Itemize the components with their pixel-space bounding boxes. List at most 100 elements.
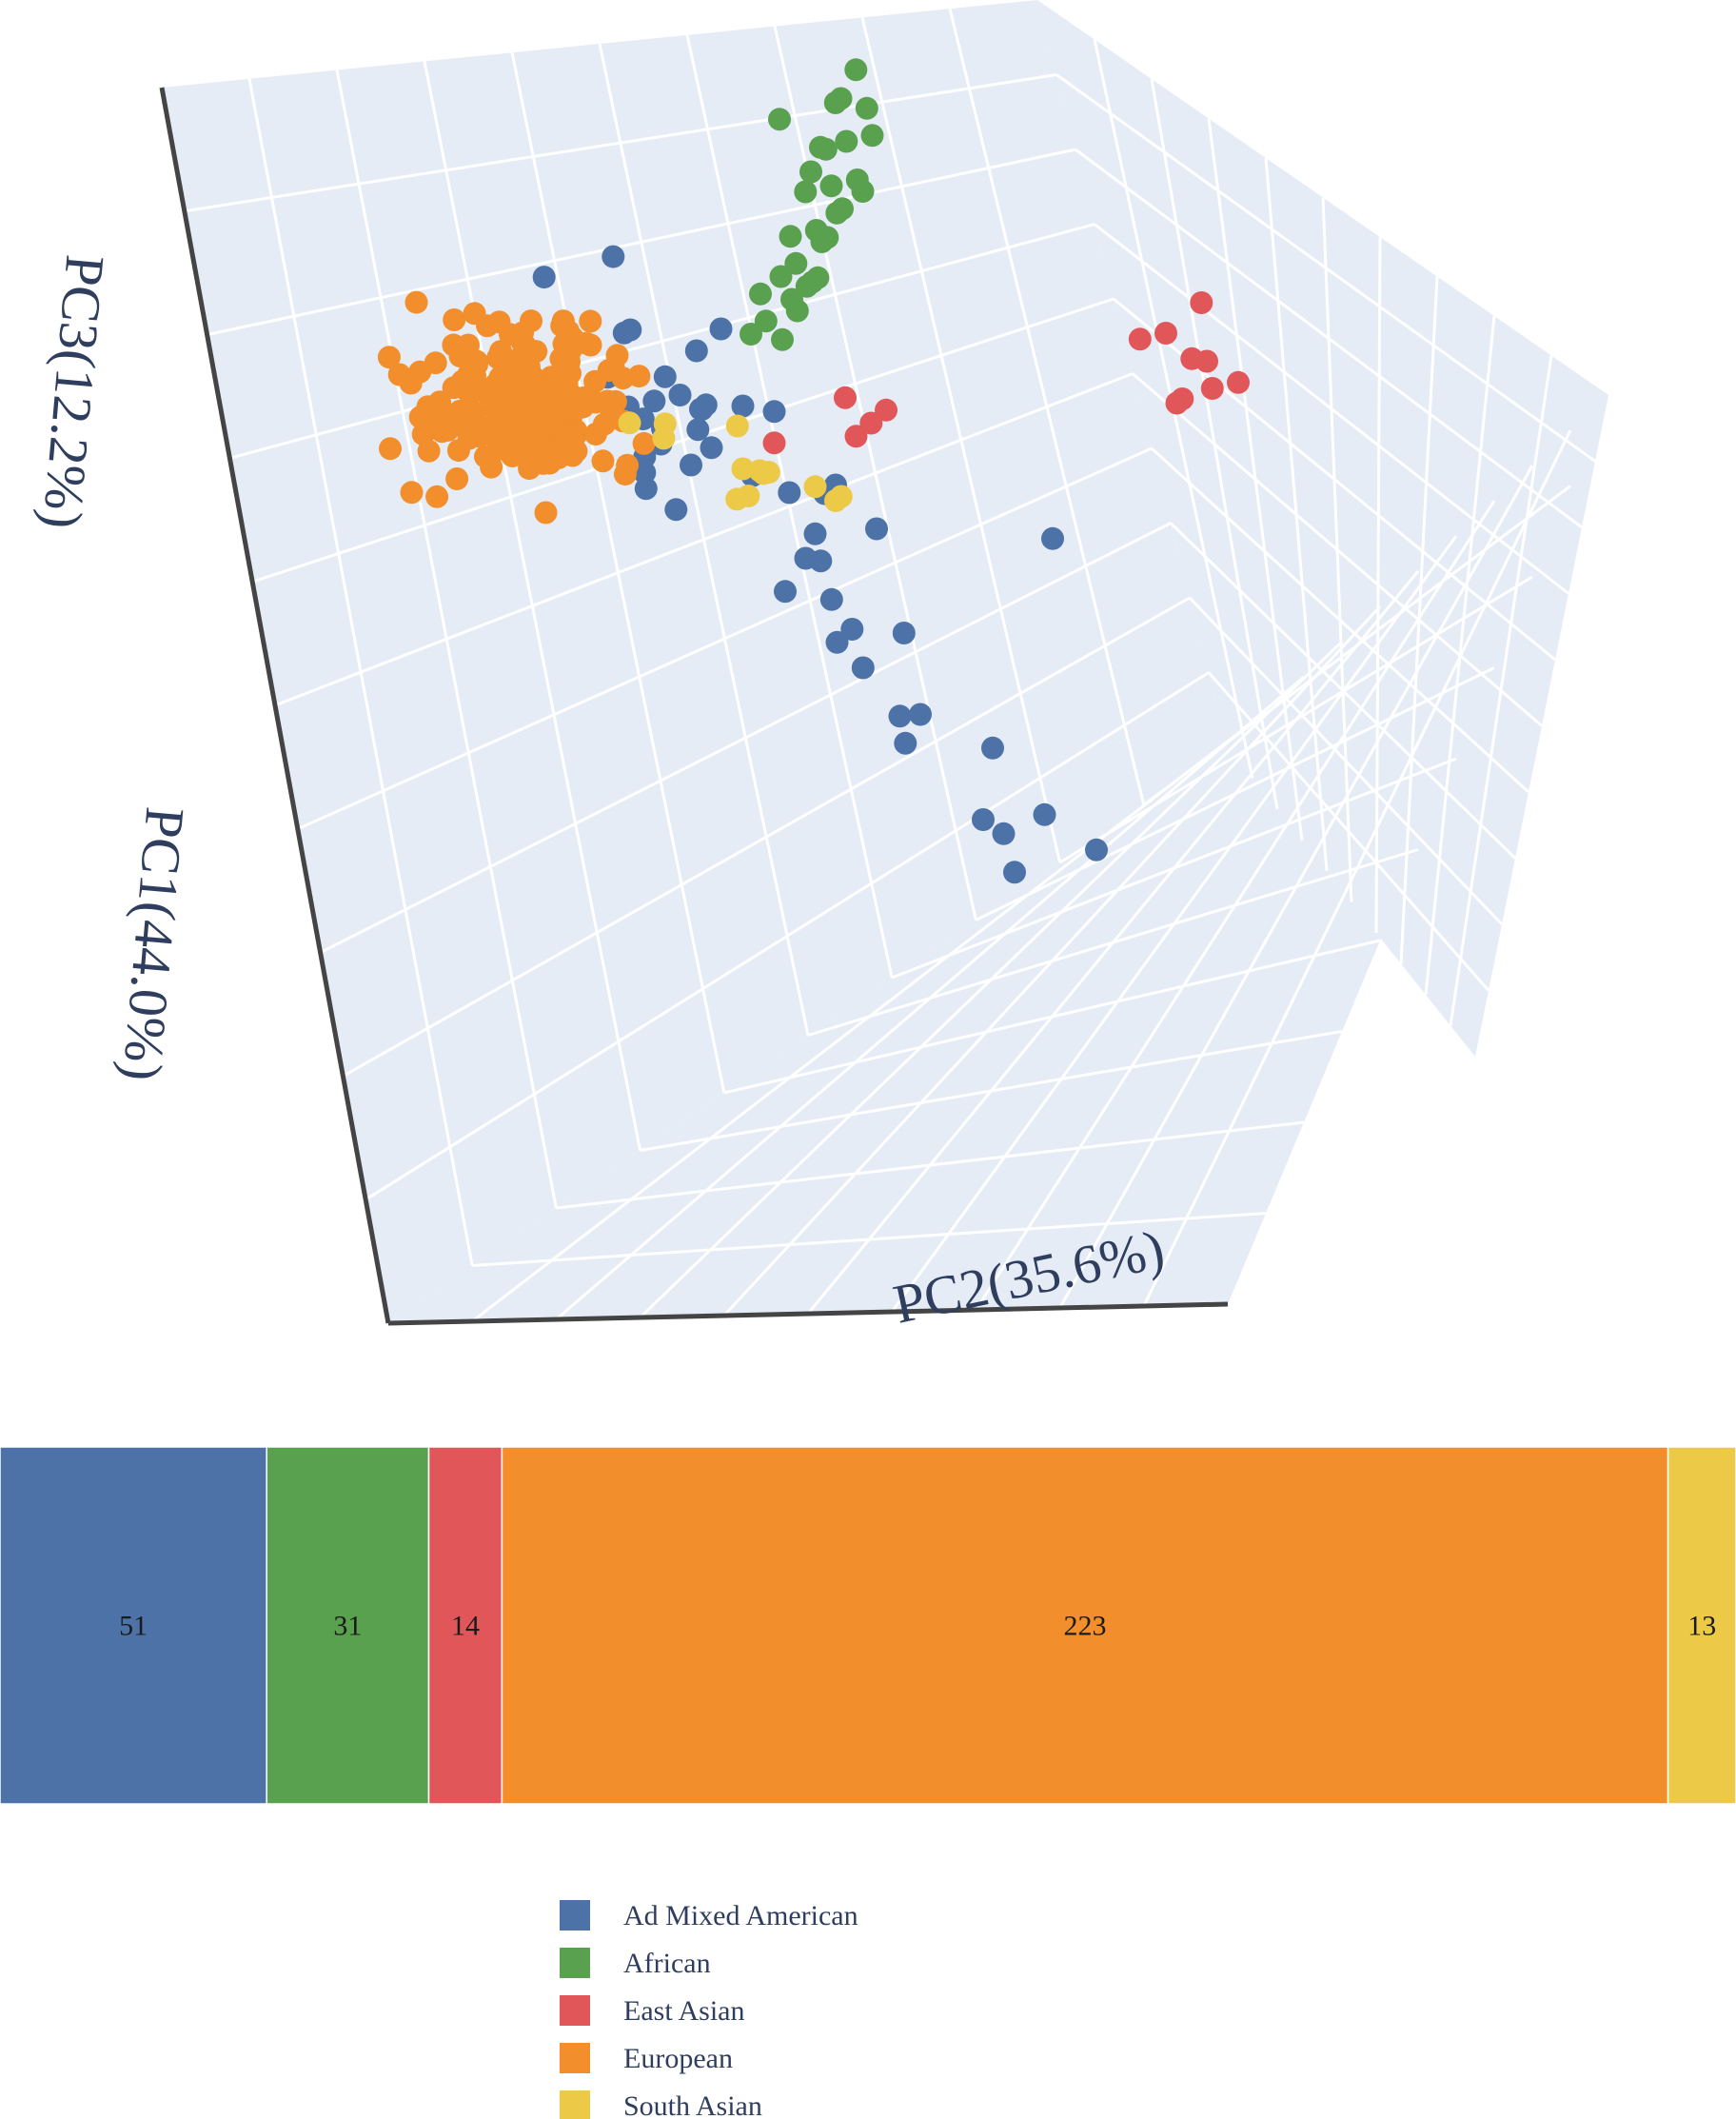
- gridline: [510, 51, 726, 1094]
- data-point: [768, 108, 791, 131]
- gridline: [556, 1120, 1305, 1210]
- data-point: [579, 309, 602, 333]
- gridline: [1058, 465, 1534, 1309]
- legend-item: East Asian: [560, 1995, 745, 2027]
- data-point: [1154, 322, 1177, 345]
- data-point: [520, 309, 542, 333]
- data-point: [1041, 526, 1064, 550]
- data-point: [725, 414, 749, 438]
- data-point: [860, 124, 884, 148]
- data-point: [535, 379, 559, 403]
- data-point: [602, 245, 625, 268]
- data-point: [400, 481, 424, 505]
- data-point: [555, 371, 579, 395]
- gridline: [342, 596, 1191, 1078]
- stacked-count-bar: 51 31 14 223 13: [0, 1446, 1736, 1805]
- data-point: [1085, 838, 1108, 861]
- data-point: [803, 522, 827, 545]
- gridline: [1449, 355, 1553, 1026]
- data-point: [844, 425, 868, 448]
- data-point: [972, 808, 995, 831]
- data-point: [653, 365, 677, 388]
- data-point: [499, 323, 522, 347]
- data-point: [652, 426, 676, 450]
- data-point: [424, 351, 447, 375]
- data-point: [844, 58, 868, 82]
- data-point: [524, 340, 548, 364]
- gridline: [640, 1030, 1343, 1152]
- data-point: [1195, 349, 1218, 373]
- data-point: [686, 418, 710, 442]
- data-point: [774, 580, 797, 604]
- data-point: [532, 266, 556, 289]
- data-point: [803, 475, 827, 499]
- data-point: [619, 318, 642, 342]
- data-point: [387, 363, 411, 386]
- bar-segment-european: [501, 1446, 1669, 1805]
- data-point: [1003, 861, 1026, 884]
- data-point: [600, 401, 623, 425]
- data-point: [778, 481, 801, 505]
- data-point: [379, 437, 402, 461]
- bar-segment-east-asian: [427, 1446, 503, 1805]
- gridline: [423, 61, 642, 1151]
- gridline: [274, 372, 1134, 707]
- data-point: [855, 96, 878, 120]
- pane-floor: [388, 395, 1608, 1323]
- data-point: [680, 453, 702, 477]
- pane-back-left: [162, 0, 1228, 1323]
- data-point: [468, 422, 492, 446]
- axis-line-bottom: [387, 1301, 1229, 1326]
- gridline: [335, 69, 558, 1209]
- data-point: [749, 282, 772, 306]
- data-point: [771, 327, 794, 351]
- data-point: [557, 345, 581, 368]
- data-point: [510, 355, 534, 378]
- data-point: [561, 444, 584, 467]
- data-point: [894, 731, 917, 755]
- data-point: [794, 180, 818, 204]
- gridline: [1142, 429, 1572, 1307]
- series-african: [740, 58, 884, 351]
- data-point: [575, 331, 598, 355]
- data-point: [642, 389, 666, 413]
- gridline: [1424, 315, 1496, 996]
- data-point: [795, 274, 819, 298]
- data-point: [825, 201, 849, 225]
- legend-label: African: [623, 1948, 711, 1979]
- gridline: [1132, 372, 1543, 727]
- legend-label: Ad Mixed American: [623, 1900, 858, 1931]
- data-point: [417, 439, 441, 463]
- data-point: [754, 309, 778, 333]
- data-point: [480, 455, 503, 479]
- gridline: [1188, 596, 1504, 926]
- data-point: [408, 406, 432, 429]
- data-point: [668, 384, 692, 406]
- data-point: [769, 265, 793, 288]
- legend-item: Ad Mixed American: [560, 1900, 858, 1931]
- data-point: [529, 420, 553, 444]
- gridline: [472, 1212, 1267, 1267]
- data-point: [694, 393, 718, 417]
- data-point: [731, 457, 755, 481]
- bar-value-label: 51: [119, 1611, 148, 1642]
- legend-swatch: [560, 2090, 590, 2119]
- data-point: [445, 467, 469, 490]
- data-point: [819, 587, 843, 611]
- bar-value-label: 223: [1064, 1611, 1107, 1642]
- bar-value-label: 13: [1687, 1611, 1716, 1642]
- pca-3d-scene: [159, 0, 1608, 1326]
- legend-item: European: [560, 2043, 733, 2074]
- bar-segment-south-asian: [1667, 1446, 1736, 1805]
- data-point: [875, 398, 898, 422]
- data-point: [762, 431, 786, 455]
- data-point: [851, 656, 875, 680]
- data-point: [814, 137, 838, 161]
- data-point: [534, 501, 558, 525]
- gridline: [247, 78, 474, 1266]
- bar-value-label: 31: [333, 1611, 362, 1642]
- bar-segment-african: [266, 1446, 430, 1805]
- data-point: [505, 384, 529, 407]
